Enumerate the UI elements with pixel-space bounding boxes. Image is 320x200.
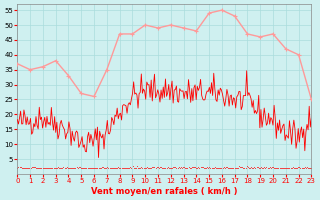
X-axis label: Vent moyen/en rafales ( km/h ): Vent moyen/en rafales ( km/h ) bbox=[91, 187, 238, 196]
